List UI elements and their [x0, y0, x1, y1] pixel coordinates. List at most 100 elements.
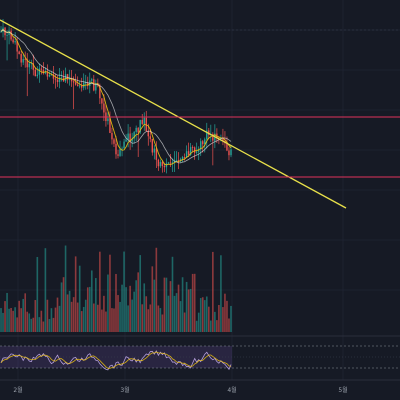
candle-body-110: [222, 138, 224, 141]
candle-body-37: [74, 82, 77, 85]
oscillator-band-fill: [0, 346, 232, 368]
volume-bar-68: [137, 272, 139, 332]
volume-bar-1: [2, 312, 4, 332]
volume-bar-76: [153, 279, 156, 332]
candle-body-97: [195, 151, 198, 153]
volume-bar-22: [44, 248, 47, 332]
volume-bar-9: [18, 300, 20, 332]
volume-bar-111: [224, 293, 226, 332]
candle-body-27: [54, 78, 57, 80]
candle-body-87: [175, 160, 178, 161]
volume-bar-66: [133, 291, 135, 332]
volume-bar-104: [210, 320, 212, 332]
volume-bar-70: [141, 304, 144, 332]
volume-bar-3: [6, 292, 8, 332]
candle-body-64: [129, 133, 131, 142]
candle-body-20: [40, 68, 43, 70]
volume-bar-10: [20, 308, 22, 332]
candle-body-23: [46, 71, 49, 77]
candle-body-22: [44, 71, 47, 74]
volume-bar-4: [8, 308, 10, 332]
candle-body-18: [36, 74, 39, 77]
candle-body-88: [177, 160, 180, 162]
candle-body-98: [198, 149, 200, 152]
volume-bar-29: [58, 305, 61, 332]
volume-bar-112: [226, 300, 228, 332]
volume-bar-108: [218, 305, 220, 332]
volume-bar-17: [34, 300, 37, 332]
volume-bar-87: [175, 293, 178, 332]
volume-bar-65: [131, 299, 133, 332]
candle-body-53: [107, 118, 109, 122]
candle-body-113: [228, 150, 230, 156]
candle-body-14: [28, 63, 30, 68]
volume-bar-50: [101, 309, 103, 332]
price-panel: [0, 19, 232, 174]
volume-bar-86: [173, 295, 176, 332]
candle-body-94: [189, 147, 192, 155]
candle-body-76: [153, 148, 156, 153]
candle-body-79: [159, 161, 162, 167]
candle-body-65: [131, 138, 133, 142]
volume-bar-12: [24, 293, 27, 332]
candle-body-62: [125, 139, 127, 142]
candle-body-77: [155, 148, 158, 160]
volume-bar-110: [222, 307, 224, 332]
volume-bar-60: [121, 284, 123, 332]
volume-bar-101: [203, 300, 206, 332]
volume-bar-59: [119, 301, 121, 332]
volume-bar-35: [70, 301, 73, 332]
candle-body-24: [48, 75, 51, 77]
volume-bar-105: [212, 251, 214, 332]
candle-body-95: [191, 147, 194, 148]
candle-body-99: [200, 141, 202, 150]
volume-bar-48: [97, 304, 99, 332]
volume-bar-20: [40, 310, 43, 332]
volume-bar-2: [4, 301, 6, 332]
volume-bar-26: [52, 317, 55, 332]
volume-bar-8: [16, 317, 18, 332]
volume-bar-7: [14, 307, 16, 332]
candle-body-93: [187, 151, 190, 155]
ma-slow-line: [0, 29, 232, 164]
candle-body-66: [133, 131, 135, 139]
volume-bar-45: [90, 270, 93, 332]
volume-bar-73: [147, 309, 150, 332]
overlay-layer: [0, 19, 400, 209]
candle-body-40: [80, 85, 83, 88]
volume-bar-14: [28, 313, 31, 332]
candle-body-7: [14, 41, 16, 43]
volume-bar-82: [165, 277, 168, 332]
volume-bar-33: [66, 294, 69, 332]
candle-body-54: [109, 118, 111, 133]
volume-bar-32: [64, 245, 67, 332]
candle-body-80: [161, 161, 164, 166]
candle-body-3: [6, 34, 8, 36]
candle-body-39: [78, 85, 81, 87]
volume-bar-81: [163, 277, 166, 332]
candle-body-59: [119, 149, 121, 156]
volume-bar-98: [197, 312, 200, 332]
candle-body-83: [167, 162, 170, 164]
candle-body-47: [95, 83, 97, 91]
volume-bar-30: [60, 282, 63, 332]
x-tick-label-feb: 2월: [13, 386, 22, 394]
volume-bar-80: [161, 314, 164, 332]
volume-bar-38: [76, 302, 79, 332]
candle-body-56: [113, 139, 115, 144]
volume-bar-77: [155, 247, 158, 332]
candle-body-101: [204, 139, 206, 145]
candle-body-91: [183, 156, 186, 158]
volume-bar-42: [84, 299, 87, 332]
candle-body-73: [147, 131, 149, 137]
volume-bar-31: [62, 277, 65, 332]
candle-body-35: [70, 78, 73, 82]
volume-bar-11: [22, 298, 25, 332]
volume-bar-64: [129, 285, 131, 332]
candle-body-19: [38, 68, 41, 75]
volume-bar-71: [143, 283, 146, 332]
volume-bar-84: [169, 281, 172, 332]
candle-body-58: [117, 154, 119, 156]
volume-bar-113: [228, 318, 230, 332]
